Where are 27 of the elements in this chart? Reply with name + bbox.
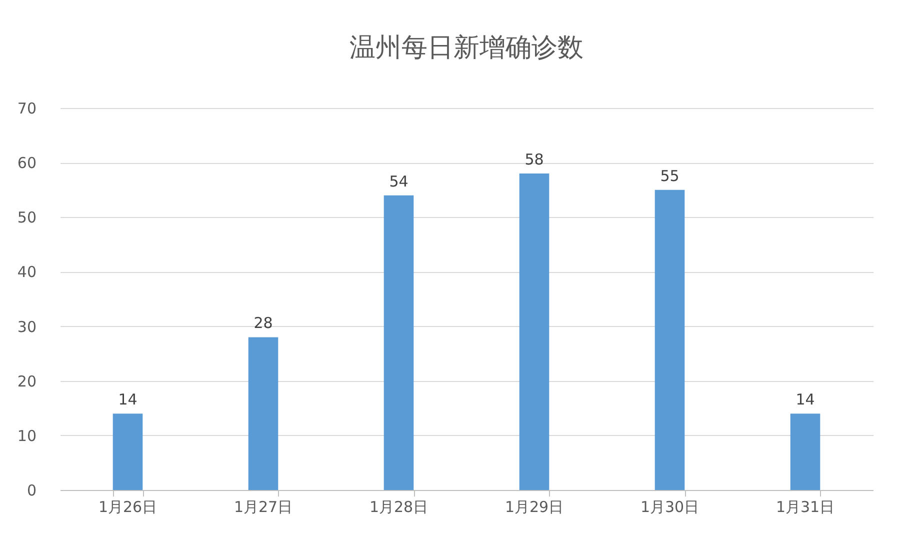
y-tick-label: 60 [17, 154, 36, 172]
x-tick-label: 1月28日 [369, 498, 428, 516]
y-tick-label: 30 [17, 318, 36, 336]
bar [112, 414, 143, 490]
data-label: 55 [660, 166, 680, 185]
data-label: 14 [796, 390, 815, 409]
x-tick-label: 1月27日 [234, 498, 293, 516]
x-tick-label: 1月26日 [98, 498, 158, 516]
y-tick-label: 50 [17, 208, 36, 227]
x-tick-label: 1月31日 [776, 498, 835, 516]
chart-title: 温州每日新增确诊数 [350, 33, 584, 63]
y-tick-label: 0 [26, 482, 36, 500]
data-label: 58 [524, 150, 544, 168]
data-label: 14 [118, 390, 138, 409]
y-tick-label: 40 [17, 263, 36, 282]
data-label: 28 [254, 314, 273, 332]
data-label: 54 [389, 172, 408, 190]
bar [248, 337, 278, 490]
bar [790, 414, 820, 490]
y-tick-label: 20 [17, 372, 36, 390]
x-tick-label: 1月30日 [640, 498, 700, 516]
bar [654, 190, 685, 490]
x-tick-label: 1月29日 [504, 498, 564, 516]
y-tick-label: 10 [17, 426, 36, 445]
bar [384, 195, 414, 490]
y-tick-label: 70 [17, 100, 36, 118]
bar [519, 173, 550, 490]
